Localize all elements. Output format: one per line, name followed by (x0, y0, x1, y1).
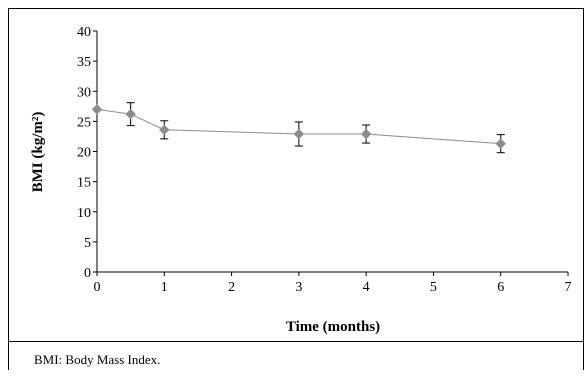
data-point-marker (360, 128, 372, 140)
x-tick-label: 3 (295, 280, 302, 295)
y-tick-label: 20 (77, 146, 91, 161)
data-point-marker (125, 108, 136, 120)
x-tick-label: 4 (363, 280, 370, 295)
x-tick-label: 0 (94, 280, 101, 295)
y-tick-label: 10 (77, 206, 91, 221)
y-tick-label: 40 (77, 25, 91, 40)
data-point-marker (495, 138, 506, 149)
chart-axes (96, 31, 568, 273)
y-tick-label: 5 (84, 236, 91, 251)
data-point-marker (91, 104, 103, 115)
y-axis-label: BMI (kg/m²) (30, 112, 46, 193)
y-tick-label: 25 (77, 115, 91, 130)
chart-ticks: 0 5 10 15 20 25 30 35 40 0 1 2 3 4 5 6 7 (77, 25, 572, 295)
x-tick-label: 7 (565, 280, 572, 295)
y-tick-label: 35 (77, 55, 91, 70)
chart-footnote: BMI: Body Mass Index. (34, 352, 161, 367)
y-tick-label: 15 (77, 176, 91, 191)
series-line (96, 108, 501, 145)
x-tick-label: 5 (430, 280, 437, 295)
x-axis-label: Time (months) (286, 319, 380, 335)
y-tick-label: 0 (84, 266, 91, 281)
caption-divider (8, 341, 584, 342)
x-tick-label: 6 (497, 280, 504, 295)
y-tick-label: 30 (77, 85, 91, 100)
data-point-marker (293, 128, 305, 140)
figure-frame (8, 8, 584, 370)
x-tick-label: 2 (228, 280, 235, 295)
x-tick-label: 1 (161, 280, 168, 295)
data-point-marker (159, 124, 170, 136)
chart-series (91, 102, 506, 154)
